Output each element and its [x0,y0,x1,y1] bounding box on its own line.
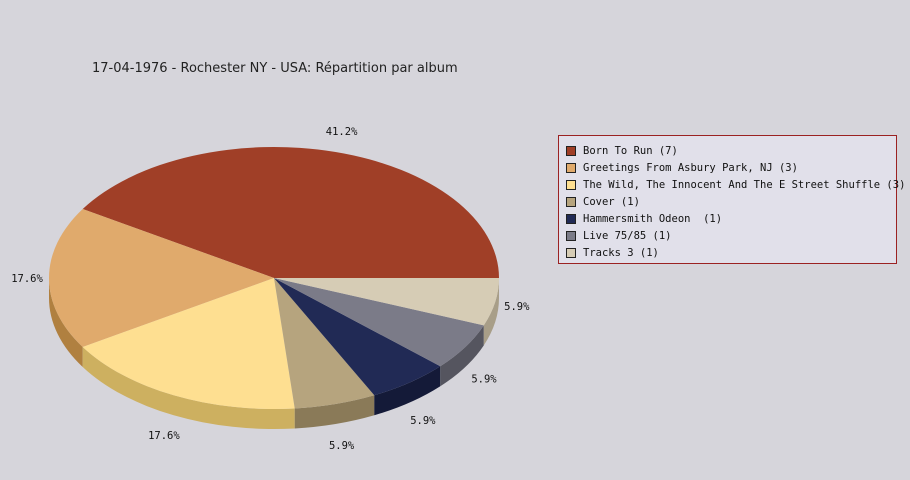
pie-slice-side-7 [483,278,499,346]
chart-title: 17-04-1976 - Rochester NY - USA: Réparti… [92,61,458,76]
legend-item: Tracks 3 (1) [559,244,896,261]
legend-label: Cover (1) [583,195,640,208]
pie-sides [49,278,499,429]
pie-slice-side-3 [82,346,295,429]
legend-item: Greetings From Asbury Park, NJ (3) [559,159,896,176]
slice-percent-label: 41.2% [326,126,358,138]
legend-swatch [566,230,576,241]
legend-label: Tracks 3 (1) [583,246,659,259]
legend-label: Born To Run (7) [583,144,678,157]
legend-swatch [566,179,576,190]
pie-slice-7 [274,278,499,326]
legend-label: Live 75/85 (1) [583,229,672,242]
legend-label: The Wild, The Innocent And The E Street … [583,178,906,191]
pie-slice-5 [274,278,441,396]
pie-slice-3 [82,278,295,409]
legend: Born To Run (7) Greetings From Asbury Par… [558,135,905,264]
legend-swatch [566,247,576,258]
legend-swatch [566,145,576,156]
slice-percent-label: 5.9% [329,440,355,452]
pie-slice-side-2 [49,278,83,367]
legend-label: Greetings From Asbury Park, NJ (3) [583,161,798,174]
slice-percent-label: 17.6% [148,430,180,442]
legend-item: Born To Run (7) [559,142,896,159]
legend-item: Hammersmith Odeon (1) [559,210,896,227]
legend-swatch [566,196,576,207]
pie-slice-6 [274,278,484,367]
legend-swatch [566,213,576,224]
slice-percent-label: 17.6% [11,273,43,285]
slice-percent-label: 5.9% [504,301,530,313]
legend-item: Live 75/85 (1) [559,227,896,244]
legend-item: Cover (1) [559,193,896,210]
pie-slice-side-5 [374,366,441,416]
legend-swatch [566,162,576,173]
slice-percent-label: 5.9% [410,415,436,427]
pie-slice-2 [48,209,274,347]
pie-slice-4 [274,278,375,409]
pie-slice-side-6 [440,325,484,387]
legend-label: Hammersmith Odeon (1) [583,212,723,225]
legend-item: The Wild, The Innocent And The E Street … [559,176,905,193]
pie-slice-1 [82,147,499,278]
slice-percent-label: 5.9% [471,374,497,386]
pie-slice-side-4 [294,395,375,429]
